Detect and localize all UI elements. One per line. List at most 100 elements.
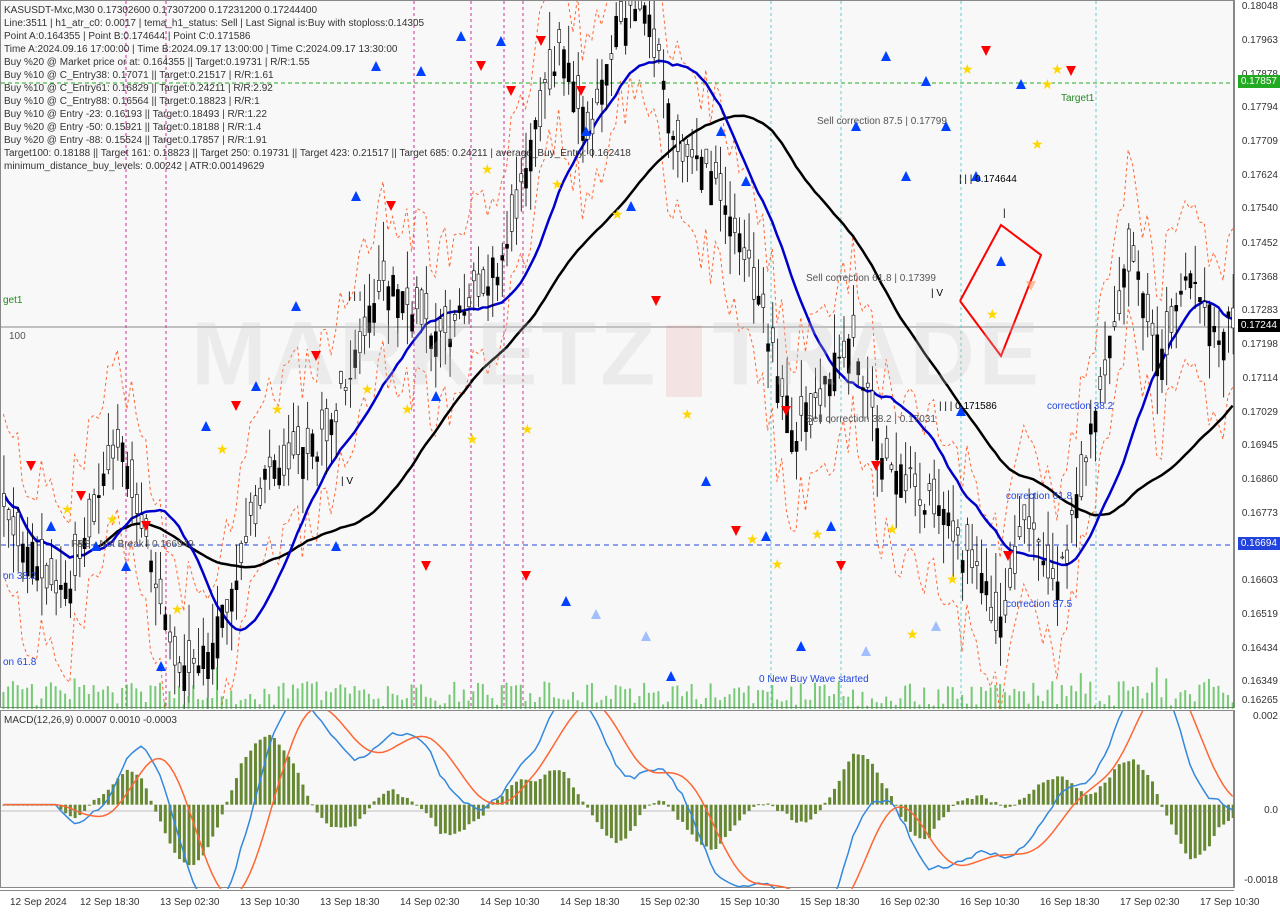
- chart-annotation: correction 87.5: [1006, 599, 1072, 610]
- y-tick: 0.16860: [1242, 474, 1278, 485]
- arrow-down-icon: [521, 571, 531, 581]
- arrow-down-icon: [1003, 551, 1013, 561]
- star-marker: ★: [811, 526, 824, 543]
- x-tick: 13 Sep 18:30: [320, 897, 380, 908]
- chart-annotation: Sell correction 38.2 | 0.17031: [806, 414, 936, 425]
- macd-svg: [1, 711, 1235, 889]
- star-marker: ★: [106, 511, 119, 528]
- chart-annotation: 100: [9, 331, 26, 342]
- arrow-up-icon: [641, 631, 651, 641]
- y-tick: 0.16434: [1242, 643, 1278, 654]
- x-tick: 13 Sep 10:30: [240, 897, 300, 908]
- x-tick: 13 Sep 02:30: [160, 897, 220, 908]
- y-tick: 0.16773: [1242, 508, 1278, 519]
- info-line: Buy %10 @ C_Entry88: 0.16564 || Target:0…: [4, 95, 631, 108]
- arrow-up-icon: [156, 661, 166, 671]
- chart-annotation: | | |: [348, 291, 361, 302]
- x-tick: 15 Sep 10:30: [720, 897, 780, 908]
- star-marker: ★: [401, 401, 414, 418]
- arrow-down-icon: [141, 521, 151, 531]
- y-tick: 0.16265: [1242, 695, 1278, 706]
- star-marker: ★: [216, 441, 229, 458]
- arrow-up-icon: [251, 381, 261, 391]
- arrow-down-icon: [981, 46, 991, 56]
- macd-panel[interactable]: MACD(12,26,9) 0.0007 0.0010 -0.0003: [0, 710, 1234, 888]
- y-tick: 0.17963: [1242, 35, 1278, 46]
- info-line: Point A:0.164355 | Point B:0.174644 | Po…: [4, 30, 631, 43]
- x-tick: 14 Sep 18:30: [560, 897, 620, 908]
- info-line: minimum_distance_buy_levels: 0.00242 | A…: [4, 160, 631, 173]
- chart-annotation: Sell correction 87.5 | 0.17799: [817, 116, 947, 127]
- star-marker: ★: [961, 61, 974, 78]
- price-axis: 0.180480.179630.178780.177940.177090.176…: [1234, 0, 1280, 708]
- x-tick: 15 Sep 18:30: [800, 897, 860, 908]
- star-marker: ★: [746, 531, 759, 548]
- chart-annotation: on 38.2: [3, 571, 36, 582]
- arrow-up-icon: [121, 561, 131, 571]
- x-tick: 17 Sep 02:30: [1120, 897, 1180, 908]
- arrow-up-icon: [701, 476, 711, 486]
- chart-annotation: FBS - Not Break | 0.166949: [71, 539, 194, 550]
- arrow-down-icon: [651, 296, 661, 306]
- y-tick: 0.17540: [1242, 203, 1278, 214]
- arrow-up-icon: [1016, 79, 1026, 89]
- y-tick: 0.18048: [1242, 1, 1278, 12]
- macd-y-tick: 0.002: [1253, 711, 1278, 722]
- star-marker: ★: [1031, 136, 1044, 153]
- macd-y-tick: -0.0018: [1244, 875, 1278, 886]
- y-tick: 0.17624: [1242, 170, 1278, 181]
- main-chart[interactable]: MARKETZ▮TRADE ★★★★★★★★★★★★★★★★★★★★★★★★ K…: [0, 0, 1234, 708]
- chart-annotation: 0 New Buy Wave started: [759, 674, 869, 685]
- star-marker: ★: [1051, 61, 1064, 78]
- arrow-up-icon: [881, 51, 891, 61]
- chart-annotation: Target1: [1061, 93, 1094, 104]
- arrow-down-icon: [781, 406, 791, 416]
- chart-annotation: correction 38.2: [1047, 401, 1113, 412]
- star-marker: ★: [611, 206, 624, 223]
- arrow-up-icon: [351, 191, 361, 201]
- y-tick: 0.17198: [1242, 339, 1278, 350]
- star-marker: ★: [681, 406, 694, 423]
- chart-title: KASUSDT-Mxc,M30 0.17302600 0.17307200 0.…: [4, 4, 631, 17]
- chart-annotation: get1: [3, 295, 22, 306]
- arrow-down-icon: [1026, 281, 1036, 291]
- arrow-up-icon: [291, 301, 301, 311]
- x-tick: 15 Sep 02:30: [640, 897, 700, 908]
- arrow-down-icon: [421, 561, 431, 571]
- arrow-up-icon: [431, 391, 441, 401]
- info-line: Buy %10 @ Entry -23: 0.16193 || Target:0…: [4, 108, 631, 121]
- star-marker: ★: [906, 626, 919, 643]
- chart-annotation: on 61.8: [3, 657, 36, 668]
- y-tick: 0.17368: [1242, 272, 1278, 283]
- x-tick: 12 Sep 2024: [10, 897, 67, 908]
- y-tick: 0.16603: [1242, 575, 1278, 586]
- arrow-down-icon: [1066, 66, 1076, 76]
- arrow-down-icon: [26, 461, 36, 471]
- arrow-up-icon: [761, 531, 771, 541]
- x-tick: 16 Sep 18:30: [1040, 897, 1100, 908]
- info-line: Buy %20 @ Market price or at: 0.164355 |…: [4, 56, 631, 69]
- chart-annotation: | | | 0.174644: [959, 174, 1017, 185]
- arrow-up-icon: [921, 76, 931, 86]
- star-marker: ★: [886, 521, 899, 538]
- x-tick: 16 Sep 02:30: [880, 897, 940, 908]
- x-tick: 14 Sep 02:30: [400, 897, 460, 908]
- macd-axis: 0.0020.0-0.0018: [1234, 710, 1280, 888]
- chart-annotation: correction 61.8: [1006, 491, 1072, 502]
- y-tick: 0.17452: [1242, 238, 1278, 249]
- arrow-up-icon: [666, 671, 676, 681]
- star-marker: ★: [1041, 76, 1054, 93]
- y-tick: 0.17709: [1242, 136, 1278, 147]
- arrow-up-icon: [931, 621, 941, 631]
- y-tick: 0.17114: [1243, 373, 1278, 384]
- arrow-up-icon: [741, 176, 751, 186]
- time-axis: 12 Sep 202412 Sep 18:3013 Sep 02:3013 Se…: [0, 890, 1234, 920]
- info-line: Target100: 0.18188 || Target 161: 0.1882…: [4, 147, 631, 160]
- arrow-up-icon: [826, 521, 836, 531]
- x-tick: 17 Sep 10:30: [1200, 897, 1260, 908]
- x-tick: 14 Sep 10:30: [480, 897, 540, 908]
- star-marker: ★: [361, 381, 374, 398]
- chart-annotation: Sell correction 61.8 | 0.17399: [806, 273, 936, 284]
- y-tick: 0.16519: [1242, 609, 1278, 620]
- chart-annotation: | | | 0.171586: [939, 401, 997, 412]
